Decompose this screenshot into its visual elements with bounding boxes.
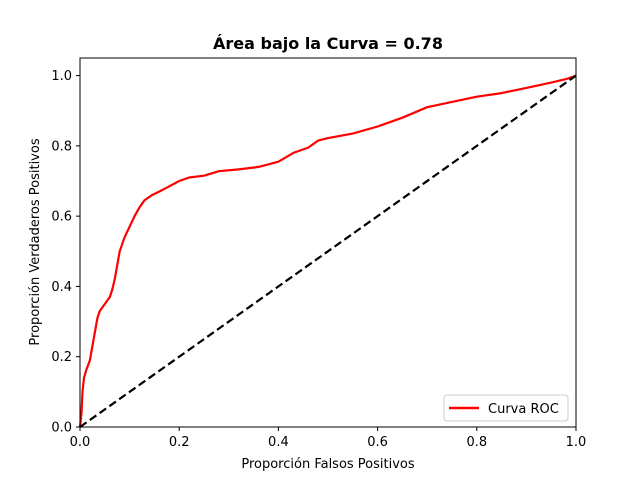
x-tick-label: 0.8 (466, 435, 487, 450)
y-tick-label: 0.2 (51, 350, 72, 365)
x-tick-label: 0.4 (268, 435, 289, 450)
legend: Curva ROC (443, 394, 569, 422)
y-tick-label: 1.0 (51, 69, 72, 84)
legend-box (443, 394, 569, 422)
plot-area (78, 74, 577, 428)
x-tick-label: 1.0 (566, 435, 587, 450)
plot-frame (79, 57, 577, 428)
roc-curve-line (78, 74, 577, 428)
y-axis-ticks: 0.0 0.2 0.4 0.6 0.8 1.0 (51, 69, 80, 436)
y-tick-label: 0.6 (51, 210, 72, 225)
y-axis-label: Proporción Verdaderos Positivos (28, 138, 43, 345)
y-tick-label: 0.8 (51, 139, 72, 154)
x-tick-label: 0.2 (169, 435, 190, 450)
y-tick-label: 0.0 (51, 421, 72, 436)
chance-diagonal-line (79, 74, 577, 428)
y-tick-label: 0.4 (51, 280, 72, 295)
x-tick-label: 0.0 (70, 435, 91, 450)
chart-title: Área bajo la Curva = 0.78 (213, 34, 443, 53)
legend-label-roc: Curva ROC (488, 402, 559, 417)
x-axis-ticks: 0.0 0.2 0.4 0.6 0.8 1.0 (70, 427, 587, 450)
x-tick-label: 0.6 (367, 435, 388, 450)
x-axis-label: Proporción Falsos Positivos (241, 457, 415, 472)
